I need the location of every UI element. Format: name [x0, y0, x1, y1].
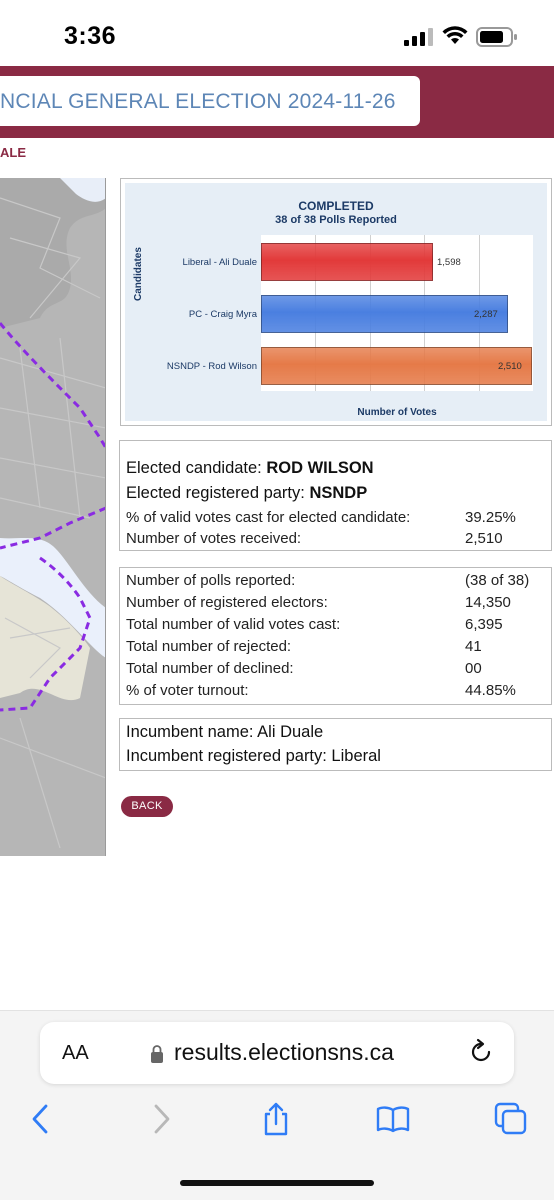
page-title: NCIAL GENERAL ELECTION 2024-11-26 — [0, 90, 396, 113]
map-graphic — [0, 178, 105, 856]
stat-value: 44.85% — [465, 682, 516, 699]
chart-plot-area: 1,598 2,287 2,510 — [261, 235, 533, 391]
reader-settings-button[interactable]: AA — [62, 1042, 89, 1064]
stat-value: 6,395 — [465, 616, 503, 633]
incumbent-box: Incumbent name: Ali Duale Incumbent regi… — [119, 718, 552, 771]
tabs-icon[interactable] — [494, 1102, 528, 1136]
incumbent-party: Incumbent registered party: Liberal — [126, 747, 381, 765]
chart-data-label: 2,510 — [498, 361, 522, 372]
wifi-icon — [442, 26, 468, 44]
stat-label: Total number of rejected: — [126, 638, 292, 655]
chart-category-label: Liberal - Ali Duale — [182, 257, 257, 268]
stat-value: 14,350 — [465, 594, 511, 611]
stat-label: % of voter turnout: — [126, 682, 249, 699]
chart-data-label: 2,287 — [474, 309, 498, 320]
elected-votes-value: 2,510 — [465, 530, 503, 547]
chart-category-label: NSNDP - Rod Wilson — [166, 361, 257, 372]
bookmarks-icon[interactable] — [376, 1102, 410, 1136]
elected-party-line: Elected registered party: NSNDP — [126, 484, 367, 503]
results-chart-panel: COMPLETED 38 of 38 Polls Reported Candid… — [120, 178, 552, 426]
elected-candidate-label: Elected candidate: — [126, 459, 267, 477]
chart-bar — [261, 295, 508, 333]
status-bar: 3:36 — [0, 0, 554, 66]
elected-votes-label: Number of votes received: — [126, 530, 302, 547]
elected-pct-value: 39.25% — [465, 509, 516, 526]
back-button[interactable]: BACK — [121, 796, 173, 817]
stat-label: Total number of valid votes cast: — [126, 616, 341, 633]
elected-candidate-line: Elected candidate: ROD WILSON — [126, 459, 374, 478]
elected-candidate-box: Elected candidate: ROD WILSON Elected re… — [119, 440, 552, 551]
battery-icon — [476, 27, 517, 47]
breadcrumb: ALE — [0, 145, 26, 160]
results-chart: COMPLETED 38 of 38 Polls Reported Candid… — [125, 183, 547, 421]
url-text[interactable]: results.electionsns.ca — [174, 1039, 394, 1065]
lock-icon — [151, 1045, 163, 1063]
stat-value: 00 — [465, 660, 482, 677]
header-title-box — [0, 76, 420, 126]
status-time: 3:36 — [64, 22, 117, 50]
elected-party-label: Elected registered party: — [126, 484, 310, 502]
poll-stats-box: Number of polls reported: (38 of 38) Num… — [119, 567, 552, 705]
stat-label: Number of registered electors: — [126, 594, 328, 611]
share-icon[interactable] — [259, 1102, 293, 1136]
elected-party-name: NSNDP — [309, 484, 368, 502]
home-indicator — [180, 1180, 374, 1186]
chart-x-axis-label: Number of Votes — [357, 407, 437, 418]
chart-category-label: PC - Craig Myra — [188, 309, 257, 320]
stat-label: Total number of declined: — [126, 660, 294, 677]
district-map[interactable] — [0, 178, 106, 856]
chart-bar — [261, 347, 532, 385]
back-arrow-icon[interactable] — [24, 1102, 58, 1136]
chart-y-axis-label: Candidates — [133, 247, 144, 301]
chart-subtitle: 38 of 38 Polls Reported — [275, 214, 397, 226]
chart-data-label: 1,598 — [437, 257, 461, 268]
address-bar[interactable] — [40, 1022, 514, 1084]
chart-title: COMPLETED — [298, 199, 374, 213]
signal-icon — [404, 28, 433, 46]
elected-pct-label: % of valid votes cast for elected candid… — [126, 509, 411, 526]
reload-icon[interactable] — [467, 1038, 495, 1066]
chart-bar — [261, 243, 433, 281]
stat-label: Number of polls reported: — [126, 572, 296, 589]
stat-value: 41 — [465, 638, 482, 655]
forward-arrow-icon[interactable] — [144, 1102, 178, 1136]
incumbent-name: Incumbent name: Ali Duale — [126, 723, 324, 741]
stat-value: (38 of 38) — [465, 572, 530, 589]
elected-candidate-name: ROD WILSON — [266, 459, 374, 477]
